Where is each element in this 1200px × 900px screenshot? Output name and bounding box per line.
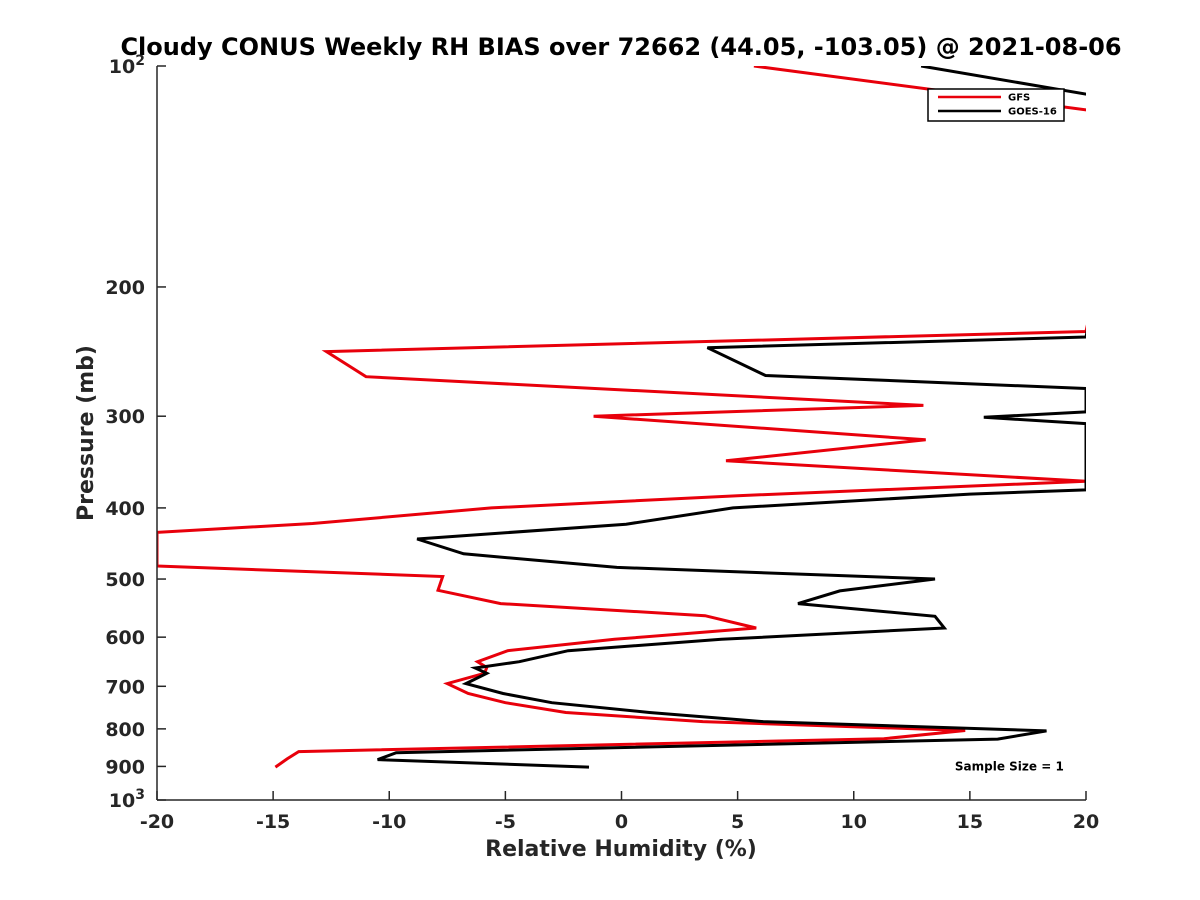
y-tick-label: 900 [105, 756, 145, 778]
legend-label: GOES-16 [1008, 107, 1057, 118]
x-tick-label: -15 [256, 811, 290, 833]
x-axis-label: Relative Humidity (%) [485, 837, 757, 862]
y-tick-label: 800 [105, 719, 145, 741]
legend: GFS GOES-16 [927, 88, 1065, 122]
annotation-layer: Sample Size = 1 [955, 759, 1064, 773]
x-tick-label: 0 [615, 811, 628, 833]
y-tick-label: 700 [105, 676, 145, 698]
y-tick-label: 600 [105, 627, 145, 649]
series-layer [157, 66, 1086, 769]
y-tick-label: 102 [109, 53, 145, 78]
x-tick-label: -20 [140, 811, 174, 833]
ticks-layer: -20 -15 -10 -5 0 5 10 15 20 102 200 300 400 500 600 700… [105, 53, 1099, 833]
x-tick-label: -5 [495, 811, 516, 833]
y-axis-label: Pressure (mb) [74, 345, 99, 521]
y-tick-label: 500 [105, 569, 145, 591]
axes-layer [156, 66, 1086, 801]
legend-label: GFS [1008, 93, 1030, 104]
y-tick-label: 300 [105, 406, 145, 428]
series-line-gfs [157, 66, 1086, 769]
x-tick-label: 20 [1073, 811, 1099, 833]
x-tick-label: 15 [957, 811, 983, 833]
y-tick-label: 400 [105, 498, 145, 520]
x-tick-label: -10 [372, 811, 406, 833]
y-tick-label: 103 [109, 787, 145, 812]
x-tick-label: 5 [731, 811, 744, 833]
y-tick-label: 200 [105, 277, 145, 299]
sample-size-note: Sample Size = 1 [955, 759, 1064, 773]
legend-box [927, 88, 1065, 122]
chart-title: Cloudy CONUS Weekly RH BIAS over 72662 (… [120, 33, 1121, 61]
series-line-goes-16 [377, 66, 1086, 769]
x-tick-label: 10 [841, 811, 867, 833]
